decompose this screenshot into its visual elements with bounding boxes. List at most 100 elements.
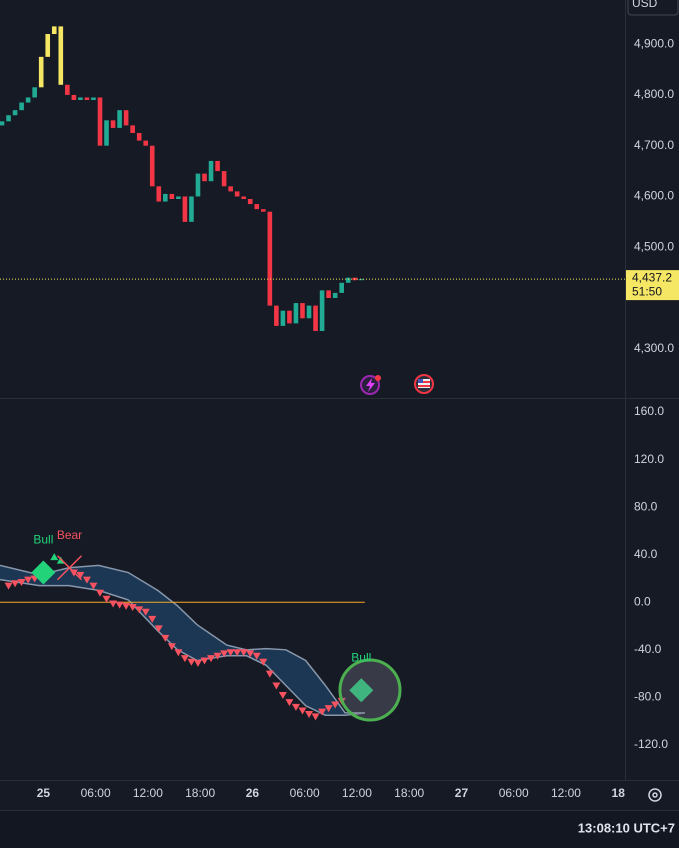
down-marker	[161, 634, 170, 642]
candle-body	[19, 102, 24, 111]
x-tick-label: 12:00	[133, 786, 163, 800]
down-marker	[24, 576, 33, 584]
down-marker	[89, 582, 98, 590]
band-line	[0, 564, 365, 714]
candle-body	[6, 115, 11, 122]
down-marker	[278, 691, 287, 699]
y-tick-label: 80.0	[634, 499, 658, 513]
candle-body	[176, 196, 181, 199]
candle-body	[130, 125, 135, 134]
signal-highlight	[338, 658, 402, 722]
y-tick-label: -40.0	[634, 642, 662, 656]
candle-body	[51, 26, 57, 35]
candle-body	[12, 110, 18, 116]
flag-icon[interactable]	[414, 374, 434, 394]
candle-body	[254, 204, 260, 210]
last-price-box	[626, 270, 679, 301]
down-marker	[4, 582, 13, 590]
candle-body	[274, 305, 279, 326]
down-marker	[115, 601, 124, 609]
countdown: 51:50	[632, 284, 662, 298]
currency[interactable]: USD	[632, 0, 658, 10]
down-marker	[102, 595, 111, 603]
last-price-label: 4,437.2	[632, 270, 672, 284]
x-tick-label: 18:00	[394, 786, 424, 800]
x-tick-label: 06:00	[81, 786, 111, 800]
x-tick-label: 06:00	[290, 786, 320, 800]
clock: 13:08:10 UTC+7	[578, 820, 675, 835]
candle-body	[280, 310, 286, 326]
down-marker	[324, 705, 333, 713]
y-tick-label: 4,300.0	[634, 341, 674, 355]
candle-body	[326, 290, 331, 298]
candle-body	[202, 173, 207, 182]
x-tick-label: 12:00	[342, 786, 372, 800]
candle-body	[65, 84, 70, 95]
y-tick-label: -80.0	[634, 690, 662, 704]
candle-body	[71, 94, 77, 101]
down-marker	[220, 650, 229, 658]
candle-body	[267, 211, 273, 306]
down-marker	[141, 608, 150, 616]
down-marker	[154, 625, 163, 633]
down-marker	[17, 579, 26, 587]
signal-label: Bear	[57, 528, 82, 542]
down-marker	[213, 652, 222, 660]
candle-body	[195, 173, 201, 197]
candle-body	[300, 303, 305, 319]
down-marker	[109, 600, 118, 608]
signal-label: Bull	[33, 533, 53, 547]
down-marker	[311, 713, 320, 721]
candle-body	[339, 282, 344, 293]
candle-body	[117, 110, 122, 128]
x-tick-label: 25	[37, 786, 51, 800]
candle-body	[345, 277, 351, 283]
down-marker	[95, 589, 104, 597]
y-tick-label: 4,600.0	[634, 189, 674, 203]
candle-body	[84, 97, 90, 101]
currency-box[interactable]	[627, 0, 679, 16]
down-marker	[246, 650, 255, 658]
settings-icon[interactable]	[648, 788, 662, 802]
candle-body	[91, 97, 96, 101]
signal-diamond	[31, 560, 56, 585]
candle-body	[358, 279, 364, 281]
down-marker	[285, 699, 294, 707]
up-marker	[50, 553, 59, 561]
candle-body	[319, 290, 325, 331]
candle-body	[332, 292, 338, 298]
candle-body	[136, 133, 142, 141]
y-tick-label: 0.0	[634, 594, 651, 608]
down-marker	[305, 711, 314, 719]
x-tick-label: 26	[246, 786, 260, 800]
down-marker	[76, 571, 85, 579]
candle-body	[104, 120, 109, 146]
x-tick-label: 18:00	[185, 786, 215, 800]
down-marker	[272, 682, 281, 690]
candle-body	[189, 196, 194, 222]
event-icon[interactable]	[360, 375, 381, 395]
candle-body	[32, 87, 37, 98]
down-marker	[233, 649, 242, 657]
candle-body	[208, 160, 214, 182]
down-marker	[128, 604, 137, 612]
down-marker	[291, 703, 300, 711]
candle-body	[247, 199, 253, 205]
candle-body	[78, 97, 83, 101]
candle-body	[156, 186, 162, 202]
down-marker	[265, 670, 274, 678]
signal-cross	[56, 555, 83, 581]
down-marker	[200, 657, 209, 665]
signal-diamond	[349, 678, 374, 703]
down-marker	[259, 658, 268, 666]
candle-body	[221, 171, 227, 187]
band-fill	[0, 565, 365, 716]
down-marker	[331, 701, 340, 709]
down-marker	[226, 649, 235, 657]
candle-body	[163, 193, 168, 202]
down-marker	[252, 652, 261, 660]
candle-body	[241, 196, 247, 199]
down-marker	[318, 708, 327, 716]
candle-body	[169, 193, 175, 199]
